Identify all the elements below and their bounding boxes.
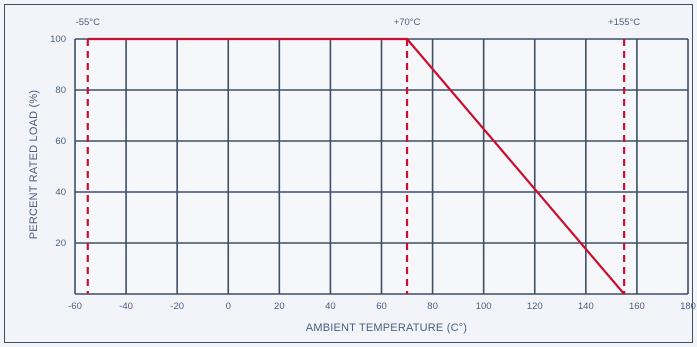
x-tick-label: 40	[325, 301, 336, 312]
y-axis-title: PERCENT RATED LOAD (%)	[28, 90, 40, 239]
x-tick-label: -40	[119, 301, 133, 312]
x-tick-label: 120	[527, 301, 543, 312]
x-tick-label: -60	[68, 301, 82, 312]
x-tick-label: -20	[170, 301, 184, 312]
y-tick-label: 100	[50, 34, 66, 45]
x-tick-label: 160	[629, 301, 645, 312]
x-tick-label: 100	[476, 301, 492, 312]
y-tick-label: 60	[55, 136, 66, 147]
x-tick-label: 0	[226, 301, 231, 312]
x-tick-label: 60	[376, 301, 387, 312]
y-tick-label: 80	[55, 85, 66, 96]
x-tick-label: 180	[680, 301, 696, 312]
y-tick-label: 20	[55, 238, 66, 249]
x-tick-label: 80	[427, 301, 438, 312]
y-tick-label: 40	[55, 187, 66, 198]
x-tick-label: 20	[274, 301, 285, 312]
temperature-marker-label: +70°C	[394, 17, 421, 28]
x-axis-title: AMBIENT TEMPERATURE (C°)	[306, 322, 467, 334]
derating-curve	[87, 37, 625, 295]
temperature-marker-label: +155°C	[608, 17, 640, 28]
temperature-marker-label: -55°C	[76, 17, 101, 28]
x-tick-label: 140	[578, 301, 594, 312]
